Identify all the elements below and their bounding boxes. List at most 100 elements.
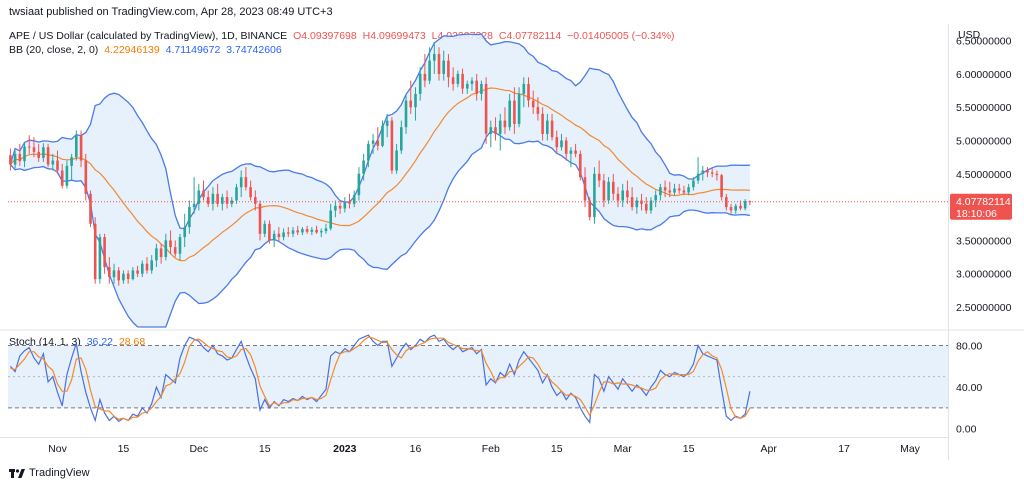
candle-body-31 — [155, 248, 158, 261]
candle-body-92 — [442, 60, 445, 74]
candle-25 — [126, 270, 130, 284]
bb-legend: BB (20, close, 2, 0) 4.22946139 4.711496… — [9, 44, 282, 56]
candle-body-74 — [357, 173, 361, 196]
price-tick-label-7: 6.00000000 — [956, 69, 1012, 81]
candle-107 — [513, 87, 516, 134]
candle-body-85 — [409, 100, 412, 108]
candle-body-39 — [192, 203, 196, 208]
candle-body-113 — [541, 113, 544, 134]
time-tick-label-11: 17 — [838, 443, 850, 455]
candle-7 — [42, 143, 45, 162]
close-value: C4.07782114 — [498, 30, 562, 42]
candle-63 — [305, 225, 309, 234]
candle-body-69 — [334, 205, 337, 211]
candle-body-144 — [687, 187, 690, 193]
candle-39 — [192, 177, 196, 214]
candle-body-50 — [244, 177, 248, 188]
candle-93 — [447, 53, 450, 88]
candle-18 — [93, 217, 97, 284]
time-tick-label-12: May — [900, 443, 921, 455]
candle-body-100 — [480, 83, 483, 94]
candle-28 — [141, 260, 144, 278]
candle-body-16 — [84, 160, 88, 194]
bb-basis-value: 4.22946139 — [104, 44, 160, 56]
candle-body-110 — [527, 83, 530, 101]
candle-64 — [310, 227, 314, 236]
candle-body-104 — [498, 120, 502, 134]
time-tick-label-1: 15 — [118, 443, 130, 455]
time-tick-label-0: Nov — [48, 443, 67, 455]
candle-body-61 — [296, 230, 299, 233]
candle-body-27 — [136, 270, 139, 274]
candle-33 — [164, 233, 168, 261]
candle-23 — [117, 267, 120, 286]
candle-73 — [352, 190, 356, 208]
candle-body-128 — [612, 181, 615, 194]
candle-body-66 — [320, 231, 323, 233]
candle-body-13 — [70, 157, 73, 166]
candle-body-114 — [546, 120, 549, 134]
candle-131 — [626, 180, 629, 204]
candle-68 — [329, 203, 332, 231]
candle-body-97 — [466, 83, 469, 89]
candle-90 — [433, 41, 436, 74]
candle-137 — [654, 190, 657, 208]
candle-31 — [155, 243, 158, 268]
candle-body-156 — [743, 201, 747, 209]
candle-body-130 — [621, 190, 624, 201]
candle-body-141 — [673, 188, 676, 193]
candle-153 — [729, 203, 733, 214]
bb-upper-value: 4.71149672 — [165, 44, 221, 56]
candle-55 — [268, 220, 271, 244]
candle-body-30 — [150, 260, 153, 271]
candle-129 — [616, 187, 620, 208]
currency-label: USD — [958, 29, 981, 41]
candle-body-124 — [593, 173, 596, 218]
time-tick-label-2: Dec — [189, 443, 208, 455]
candle-88 — [423, 53, 427, 88]
candle-15 — [79, 130, 83, 168]
candle-body-87 — [418, 73, 422, 94]
candle-121 — [579, 150, 582, 181]
candle-body-135 — [645, 203, 648, 211]
candle-152 — [725, 193, 728, 211]
bb-basis-line — [9, 87, 750, 262]
candle-body-106 — [508, 100, 511, 128]
candle-body-105 — [503, 120, 507, 128]
candle-112 — [536, 97, 540, 121]
candle-154 — [734, 203, 737, 214]
candle-body-25 — [126, 273, 130, 279]
candle-body-55 — [268, 223, 271, 241]
candle-body-36 — [178, 237, 182, 254]
candle-body-107 — [513, 100, 516, 124]
candle-26 — [131, 267, 135, 281]
candle-body-73 — [352, 195, 356, 204]
candle-32 — [159, 243, 163, 264]
price-tick-label-5: 5.00000000 — [956, 136, 1012, 148]
candle-56 — [272, 230, 276, 248]
candle-body-140 — [668, 190, 672, 193]
candle-3 — [23, 141, 26, 168]
candle-35 — [173, 240, 177, 258]
candle-82 — [395, 143, 398, 174]
last-price-badge — [950, 193, 1012, 220]
candle-body-78 — [376, 140, 380, 146]
candle-body-96 — [461, 73, 464, 89]
candle-125 — [597, 160, 601, 188]
stoch-d-value: 28.68 — [118, 336, 146, 348]
candle-106 — [508, 93, 511, 131]
candle-38 — [188, 200, 191, 234]
tradingview-logo[interactable]: TradingView — [9, 467, 90, 479]
candle-body-35 — [173, 247, 177, 254]
high-value: H4.09699473 — [362, 30, 426, 42]
candle-body-79 — [381, 125, 384, 146]
candle-130 — [621, 183, 624, 208]
candle-57 — [277, 227, 281, 242]
candle-100 — [480, 80, 483, 101]
candle-body-94 — [451, 77, 455, 84]
candle-body-76 — [367, 143, 370, 161]
candle-body-62 — [301, 229, 304, 233]
candle-14 — [75, 130, 78, 161]
candle-body-54 — [263, 223, 266, 234]
